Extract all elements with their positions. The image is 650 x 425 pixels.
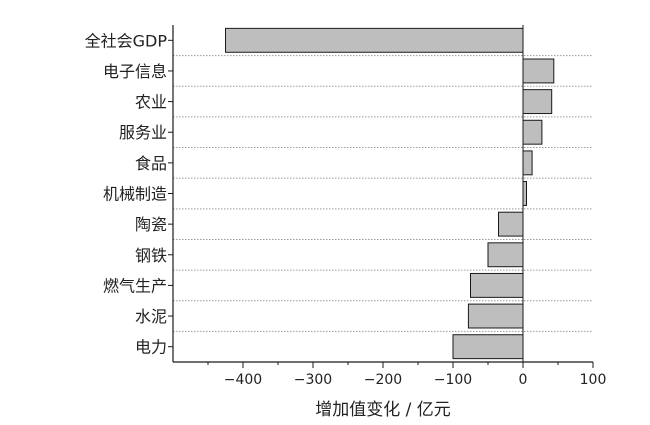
bar [470,272,524,298]
bar [522,89,553,115]
category-label: 电子信息 [103,62,167,81]
x-tick-label: 0 [519,372,528,388]
category-label: 水泥 [135,307,167,326]
category-label: 钢铁 [135,246,167,265]
x-tick-label: −400 [224,372,262,388]
bar [522,181,527,206]
x-axis-title: 增加值变化 / 亿元 [315,400,451,420]
category-label: 全社会GDP [85,31,168,50]
bar [498,211,524,237]
axes [168,25,594,368]
x-tick-label: 100 [580,372,607,388]
category-label: 服务业 [119,123,167,142]
bar [467,303,524,329]
x-tick-label: −100 [434,372,472,388]
bar [225,27,524,53]
x-tick-label: −300 [294,372,332,388]
x-tick-labels: −400 −300 −200 −100 0 100 [224,372,607,388]
bar [452,334,524,360]
grid-lines [173,55,593,332]
category-label: 农业 [135,93,167,112]
category-label: 机械制造 [103,185,167,204]
bar [487,242,524,268]
bar [522,119,543,145]
bar [522,58,555,84]
category-label: 食品 [135,154,167,173]
category-label: 燃气生产 [103,276,167,295]
bar [522,150,533,176]
category-label: 电力 [135,338,167,357]
category-label: 陶瓷 [135,215,167,234]
x-tick-label: −200 [364,372,402,388]
bars [225,27,555,360]
